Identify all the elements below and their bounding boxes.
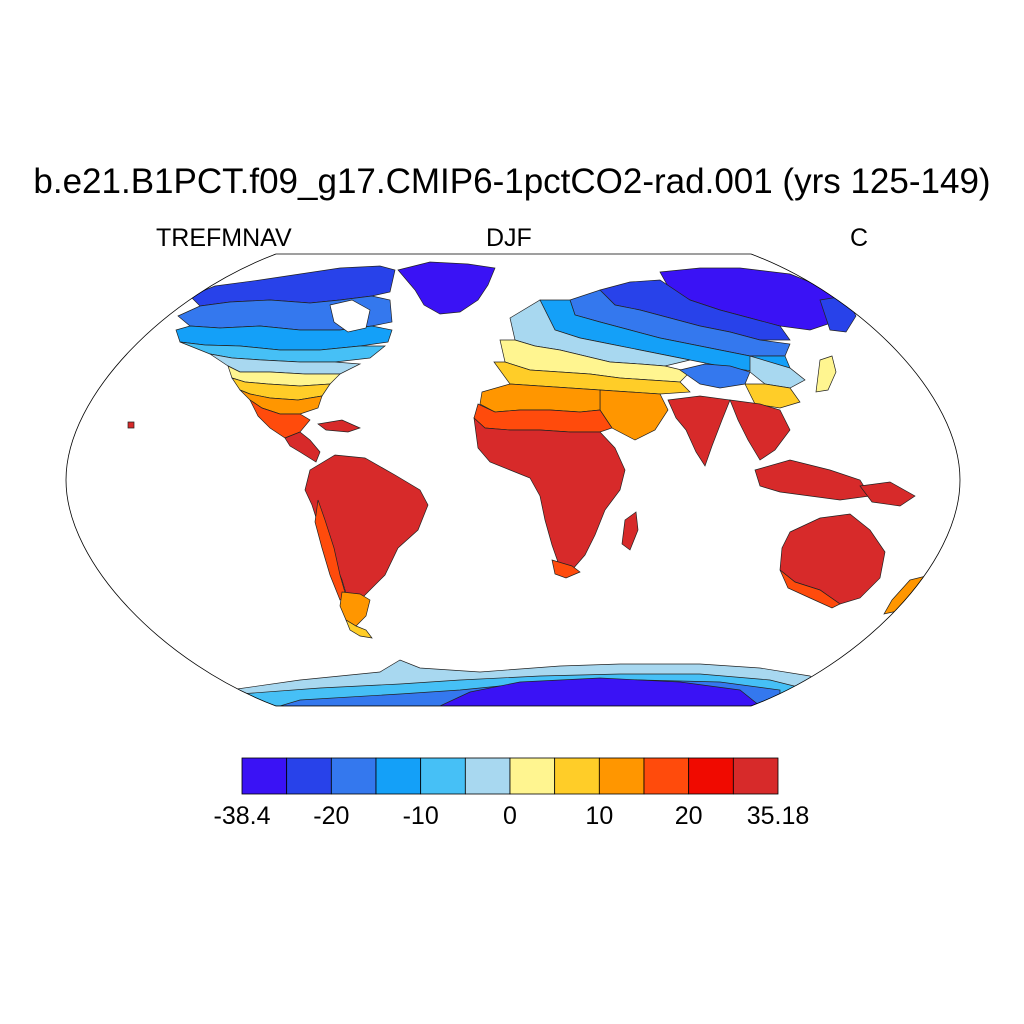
colorbar-tick-label: -20 bbox=[313, 802, 350, 830]
tibet-plateau bbox=[679, 363, 751, 389]
colorbar-box bbox=[509, 757, 556, 795]
colorbar-box bbox=[286, 757, 332, 795]
southern-africa-tip bbox=[551, 559, 581, 579]
colorbar-box bbox=[598, 757, 645, 795]
colorbar-box bbox=[643, 757, 690, 795]
hawaii bbox=[127, 421, 135, 429]
caribbean-islands bbox=[317, 419, 361, 433]
colorbar-box bbox=[554, 757, 600, 795]
greenland bbox=[397, 261, 496, 315]
colorbar-box bbox=[732, 757, 779, 795]
central-america bbox=[284, 431, 321, 463]
colorbar-tick-label: -10 bbox=[402, 802, 439, 830]
colorbar-box bbox=[241, 757, 288, 795]
south-america-patagonia bbox=[339, 591, 371, 627]
colorbar-box bbox=[420, 757, 466, 795]
japan bbox=[815, 355, 837, 393]
colorbar-tick-label: 20 bbox=[674, 802, 703, 830]
mexico bbox=[249, 398, 311, 439]
colorbar-box bbox=[330, 757, 377, 795]
southeast-asia bbox=[729, 399, 791, 461]
season-label: DJF bbox=[486, 224, 532, 252]
variable-label: TREFMNAV bbox=[156, 224, 292, 252]
maritime-continent bbox=[754, 459, 871, 501]
colorbar-box bbox=[464, 757, 511, 795]
antarctica-plateau bbox=[439, 677, 761, 706]
south-america-tip bbox=[345, 619, 373, 639]
colorbar-tick-label: 0 bbox=[503, 802, 517, 830]
colorbar-tick-label: 35.18 bbox=[746, 802, 810, 830]
colorbar-tick-label: -38.4 bbox=[213, 802, 271, 830]
hudson-bay bbox=[329, 299, 371, 333]
new-guinea bbox=[859, 481, 916, 507]
map-title: b.e21.B1PCT.f09_g17.CMIP6-1pctCO2-rad.00… bbox=[33, 162, 991, 201]
colorbar-tick-label: 10 bbox=[585, 802, 614, 830]
australia-south-coast bbox=[779, 569, 841, 609]
madagascar bbox=[621, 511, 639, 551]
india bbox=[667, 395, 731, 467]
colorbar-box bbox=[375, 757, 422, 795]
colorbar-box bbox=[688, 757, 734, 795]
central-africa bbox=[473, 417, 626, 571]
units-label: C bbox=[850, 224, 869, 252]
map-boundary bbox=[65, 253, 961, 707]
